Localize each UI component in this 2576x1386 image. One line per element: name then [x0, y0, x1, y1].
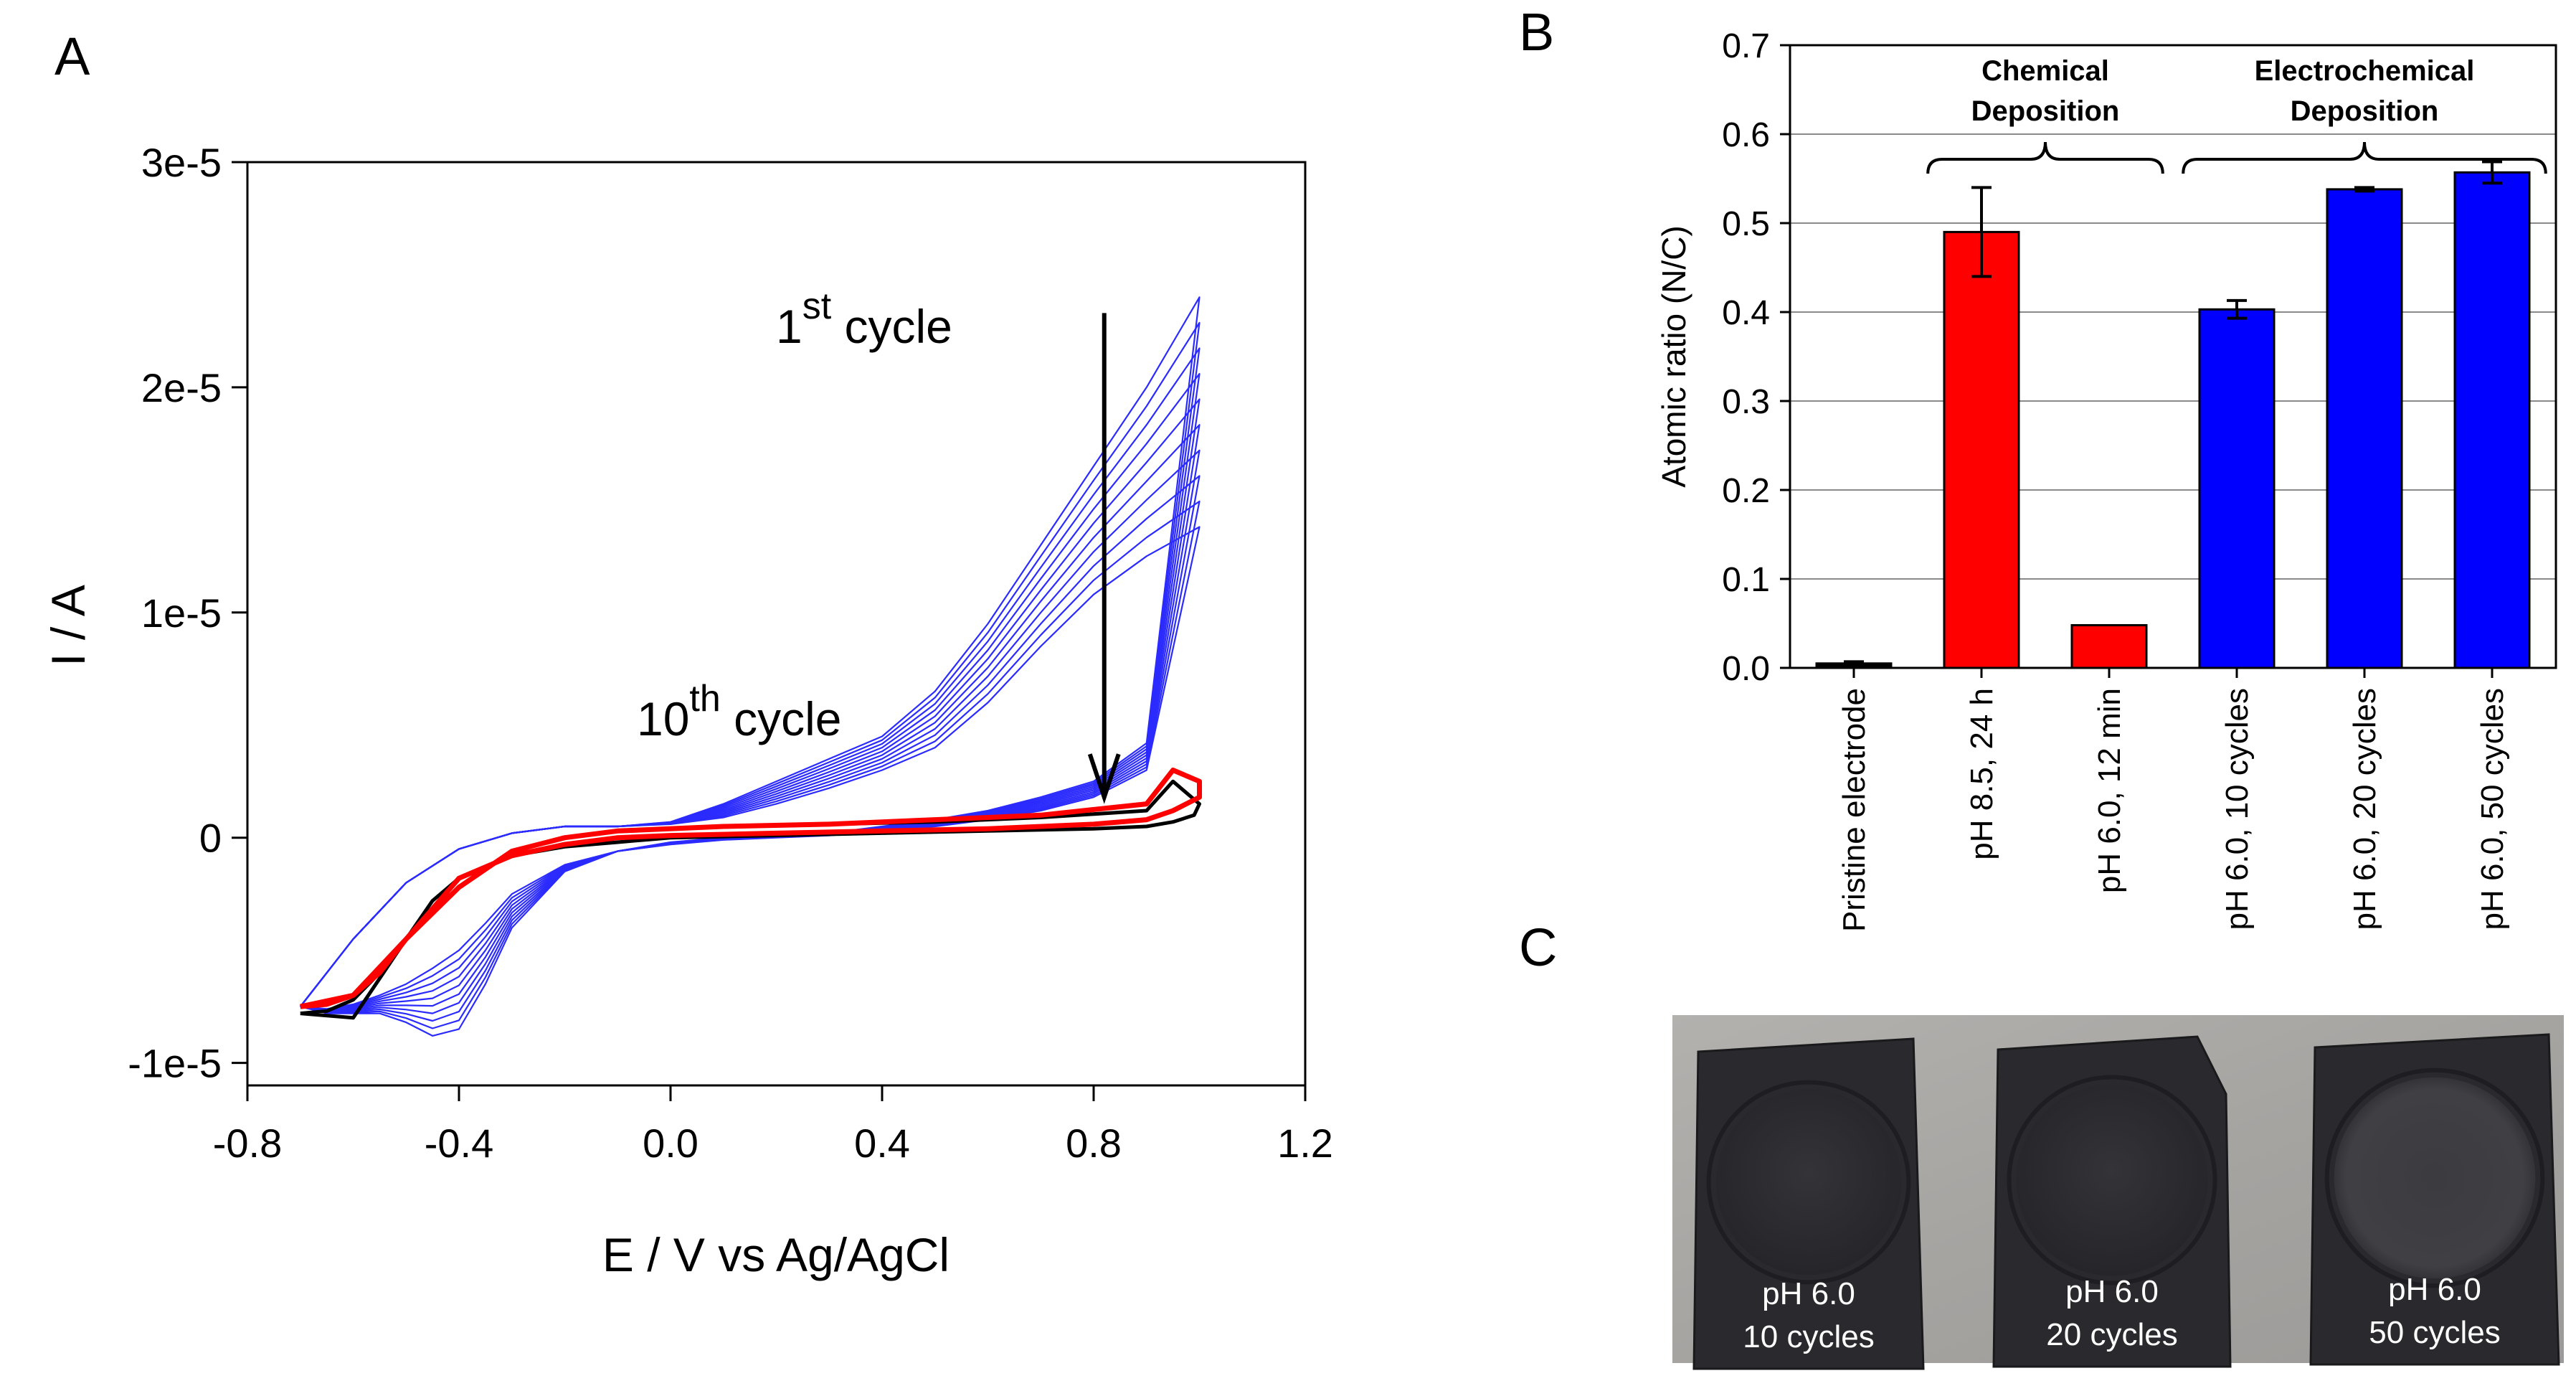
- panel-label-c: C: [1519, 918, 1557, 977]
- annotation-tenth-cycle-sup: th: [689, 678, 720, 720]
- cv-y-tick-label: 1e-5: [141, 590, 222, 636]
- bar-y-tick-label: 0.7: [1722, 27, 1770, 65]
- cv-y-axis-label: I / A: [42, 585, 95, 666]
- annotation-first-cycle: 1st cycle: [776, 286, 952, 353]
- sample-label-3-line-2: 50 cycles: [2369, 1315, 2500, 1350]
- group-label-2-line-2: Deposition: [2291, 95, 2439, 127]
- bar-category-label: pH 8.5, 24 h: [1964, 688, 1999, 860]
- cv-x-tick-label: 0.4: [854, 1121, 910, 1166]
- bar-category-label: pH 6.0, 20 cycles: [2347, 688, 2382, 930]
- bar-6: [2453, 171, 2531, 669]
- sample-photo: pH 6.0 10 cycles pH 6.0 20 cycles pH 6.0 50 c…: [1672, 1015, 2564, 1370]
- annotation-tenth-cycle-tail: cycle: [721, 692, 842, 745]
- sample-ring-1: [1706, 1080, 1911, 1285]
- annotation-tenth-cycle: 10th cycle: [637, 678, 842, 745]
- cv-x-tick-label: 1.2: [1277, 1121, 1333, 1166]
- annotation-first-cycle-tail: cycle: [831, 300, 952, 353]
- cv-y-tick-label: 0: [199, 816, 222, 861]
- cv-cycle-3-line: [299, 347, 1201, 1022]
- panel-label-b: B: [1519, 2, 1554, 62]
- sample-ring-2: [2007, 1075, 2217, 1286]
- bar-gridlines: [1790, 133, 2556, 580]
- bar-y-tick-label: 0.1: [1722, 561, 1770, 599]
- bar-category-label: pH 6.0, 50 cycles: [2475, 688, 2510, 930]
- cv-cycle-1-line: [299, 296, 1201, 1037]
- cv-ticks: -0.8 -0.4 0.0 0.4 0.8 1.2 -1e-5 0 1e-5 2e-5 3e-5: [128, 140, 1333, 1166]
- group-label-1-line-2: Deposition: [1971, 95, 2120, 127]
- bar-5: [2326, 188, 2403, 669]
- bar-y-tick-label: 0.5: [1722, 205, 1770, 243]
- cv-plot-frame: [246, 161, 1307, 1087]
- sample-ring-3: [2324, 1067, 2545, 1288]
- panel-label-a: A: [55, 27, 90, 86]
- bar-chart: 0.0 0.1 0.2 0.3 0.4 0.5 0.6 0.7 Chemical Deposit…: [1655, 27, 2557, 932]
- bar-y-tick-label: 0.3: [1722, 383, 1770, 421]
- bar-category-label: pH 6.0, 10 cycles: [2220, 688, 2255, 930]
- bar-category-label: Pristine electrode: [1837, 688, 1872, 932]
- cv-red-line: [300, 768, 1202, 1009]
- cv-arrow-head: [1087, 753, 1121, 804]
- bar-4: [2198, 308, 2276, 669]
- cv-x-tick-label: -0.4: [425, 1121, 494, 1166]
- bar-y-tick-label: 0.4: [1722, 294, 1770, 332]
- cv-x-tick-label: -0.8: [213, 1121, 283, 1166]
- cv-cycle-2-line: [299, 321, 1201, 1029]
- bar-category-labels: Pristine electrode pH 8.5, 24 h pH 6.0, 12…: [1837, 688, 2510, 932]
- bar-2: [1943, 230, 2020, 669]
- group-label-2-line-1: Electrochemical: [2255, 55, 2475, 87]
- cv-y-tick-label: -1e-5: [128, 1041, 222, 1086]
- sample-label-1-line-2: 10 cycles: [1743, 1319, 1874, 1354]
- bar-y-tick-label: 0.2: [1722, 472, 1770, 510]
- group-bracket-1: [1926, 141, 2164, 174]
- annotation-first-cycle-base: 1: [776, 300, 802, 353]
- annotation-tenth-cycle-base: 10: [637, 692, 689, 745]
- sample-electrode-1: [1715, 1089, 1902, 1276]
- bar-y-axis-label: Atomic ratio (N/C): [1655, 225, 1692, 487]
- cv-chart: -0.8 -0.4 0.0 0.4 0.8 1.2 -1e-5 0 1e-5 2e-5 3e-5 1…: [42, 140, 1333, 1281]
- sample-electrode-2: [2016, 1084, 2208, 1276]
- bar-y-tick-label: 0.0: [1722, 650, 1770, 688]
- cv-annotations: 1st cycle 10th cycle: [637, 286, 952, 745]
- sample-label-2-line-1: pH 6.0: [2065, 1274, 2159, 1309]
- bar-group-brackets: Chemical Deposition Electrochemical Deposit…: [1926, 55, 2547, 174]
- group-bracket-2: [2182, 141, 2547, 174]
- sample-electrode-3: [2334, 1077, 2536, 1279]
- bar-bars: [1815, 160, 2531, 669]
- cv-cycle-9-line: [299, 500, 1201, 1011]
- bar-ticks: 0.0 0.1 0.2 0.3 0.4 0.5 0.6 0.7: [1722, 27, 2494, 688]
- group-label-1-line-1: Chemical: [1981, 55, 2109, 87]
- cv-curves: [299, 296, 1202, 1037]
- sample-label-2-line-2: 20 cycles: [2046, 1317, 2177, 1352]
- bar-y-tick-label: 0.6: [1722, 116, 1770, 154]
- cv-x-tick-label: 0.8: [1066, 1121, 1122, 1166]
- sample-label-1-line-1: pH 6.0: [1762, 1276, 1855, 1311]
- cv-y-tick-label: 2e-5: [141, 365, 222, 410]
- bar-3: [2070, 623, 2148, 669]
- cv-cycle-10-line: [299, 526, 1201, 1010]
- cv-x-axis-label: E / V vs Ag/AgCl: [602, 1228, 950, 1281]
- cv-x-tick-label: 0.0: [643, 1121, 699, 1166]
- bar-category-label: pH 6.0, 12 min: [2092, 688, 2127, 893]
- bar-plot-frame: [1789, 44, 2557, 669]
- annotation-first-cycle-sup: st: [802, 286, 832, 327]
- sample-label-3-line-1: pH 6.0: [2388, 1272, 2481, 1307]
- cv-y-tick-label: 3e-5: [141, 140, 222, 185]
